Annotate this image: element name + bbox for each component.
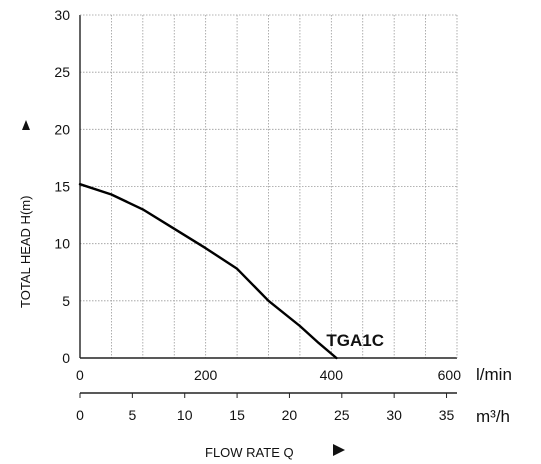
y-tick-label: 15: [54, 179, 70, 195]
y-tick-label: 30: [54, 7, 70, 23]
x2-tick-label: 25: [334, 407, 350, 423]
x2-tick-label: 20: [282, 407, 298, 423]
x2-tick-label: 0: [76, 407, 84, 423]
x-axis-title: FLOW RATE Q: [205, 445, 294, 460]
x2-tick-label: 5: [128, 407, 136, 423]
axes: [79, 14, 458, 359]
secondary-x-axis: 0 5 10 15 20 25 30 35: [76, 392, 457, 423]
y-axis-title: TOTAL HEAD H(m): [18, 196, 33, 308]
arrow-right-icon: [333, 444, 345, 456]
x2-tick-label: 30: [386, 407, 402, 423]
x2-tick-label: 35: [439, 407, 455, 423]
y-tick-label: 20: [54, 121, 70, 137]
x-tick-label: 400: [320, 367, 344, 383]
y-tick-labels: 0 5 10 15 20 25 30: [54, 7, 70, 366]
y-tick-label: 25: [54, 64, 70, 80]
series: TGA1C: [78, 182, 384, 360]
arrow-up-icon: [22, 120, 30, 130]
grid: [80, 15, 457, 358]
y-tick-label: 0: [62, 350, 70, 366]
series-line-tga1c: [78, 182, 338, 360]
series-label: TGA1C: [326, 331, 384, 350]
y-tick-label: 5: [62, 293, 70, 309]
x-unit-lmin: l/min: [476, 365, 512, 384]
x-tick-labels-lmin: 0 200 400 600: [76, 367, 461, 383]
x2-tick-label: 15: [229, 407, 245, 423]
x-tick-label: 0: [76, 367, 84, 383]
x2-tick-label: 10: [177, 407, 193, 423]
y-tick-label: 10: [54, 236, 70, 252]
x-tick-label: 200: [194, 367, 218, 383]
x-unit-m3h: m³/h: [476, 407, 510, 426]
x-tick-label: 600: [438, 367, 462, 383]
